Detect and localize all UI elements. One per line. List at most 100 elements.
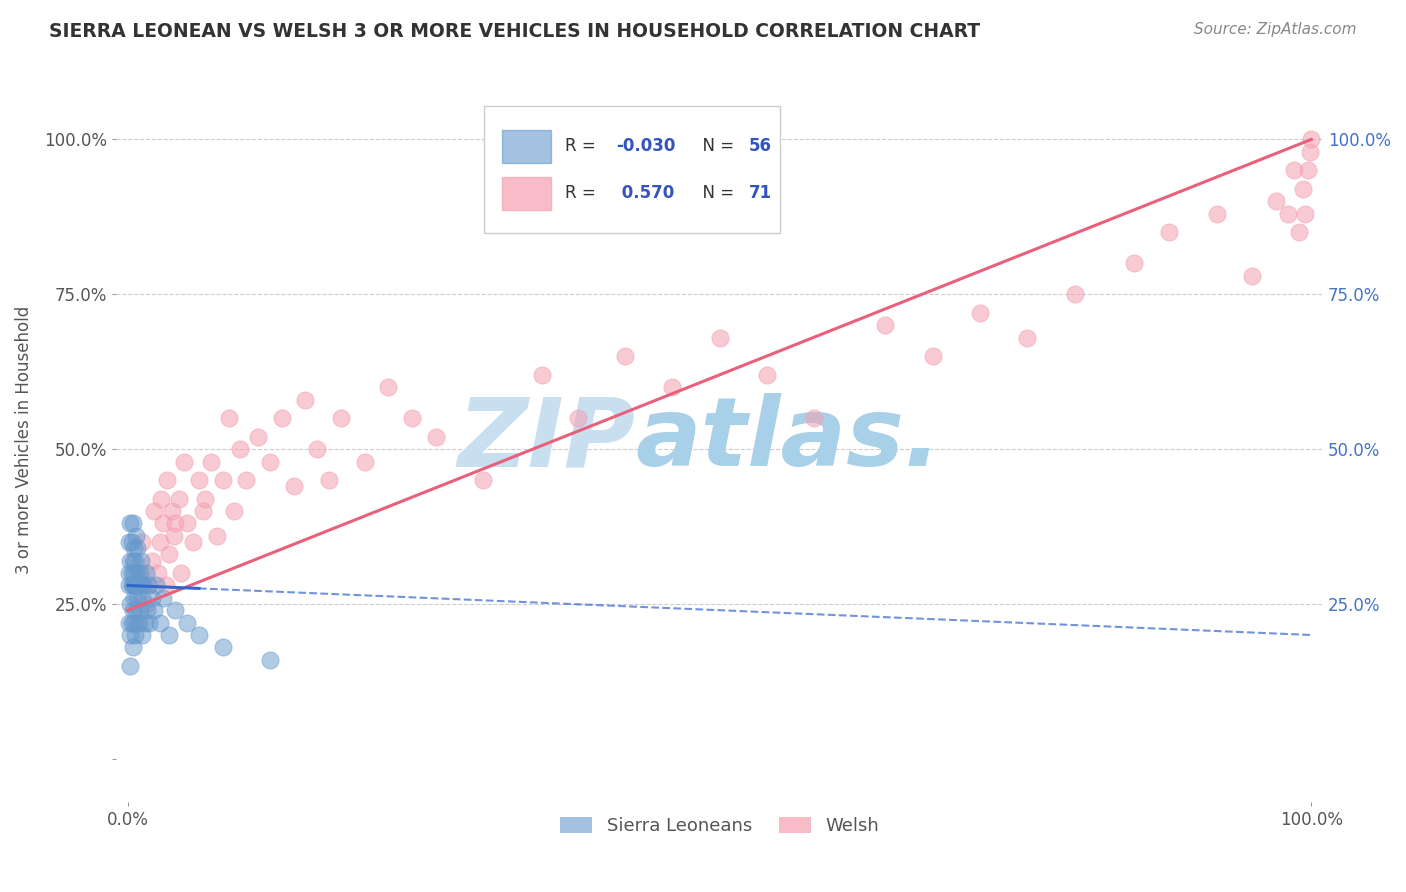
Point <box>270 411 292 425</box>
Point <box>125 603 148 617</box>
Point <box>122 615 145 630</box>
Point <box>194 491 217 506</box>
Point <box>1205 207 1227 221</box>
Point <box>1017 331 1039 345</box>
Point <box>160 504 183 518</box>
Point <box>330 411 353 425</box>
Point <box>661 380 683 394</box>
Point <box>152 591 174 605</box>
Point <box>128 603 150 617</box>
Point <box>165 603 187 617</box>
Point <box>127 541 149 556</box>
Text: 0.570: 0.570 <box>616 185 673 202</box>
Point <box>134 615 156 630</box>
Text: SIERRA LEONEAN VS WELSH 3 OR MORE VEHICLES IN HOUSEHOLD CORRELATION CHART: SIERRA LEONEAN VS WELSH 3 OR MORE VEHICL… <box>49 22 980 41</box>
Point <box>567 411 589 425</box>
Point <box>121 516 143 531</box>
Point <box>121 603 143 617</box>
Point <box>157 628 180 642</box>
Point <box>155 578 177 592</box>
Text: R =: R = <box>565 185 602 202</box>
Point <box>176 516 198 531</box>
Point <box>1301 132 1323 146</box>
Text: N =: N = <box>692 185 740 202</box>
Point <box>128 578 150 592</box>
Text: 71: 71 <box>748 185 772 202</box>
Point <box>132 578 155 592</box>
Point <box>149 615 172 630</box>
Point <box>1122 256 1144 270</box>
Point <box>152 516 174 531</box>
Point <box>1241 268 1264 283</box>
Point <box>1277 207 1299 221</box>
Point <box>143 603 166 617</box>
Point <box>200 454 222 468</box>
Point <box>138 578 160 592</box>
Point <box>1063 287 1085 301</box>
Point <box>307 442 329 457</box>
Text: -0.030: -0.030 <box>616 137 675 155</box>
Point <box>377 380 399 394</box>
Point <box>170 566 193 580</box>
Point <box>120 659 142 673</box>
Point <box>122 566 145 580</box>
Point <box>146 566 169 580</box>
Point <box>218 411 240 425</box>
Point <box>191 504 214 518</box>
Point <box>121 615 143 630</box>
Point <box>188 628 211 642</box>
Point <box>211 640 233 655</box>
Point <box>136 578 159 592</box>
Point <box>141 591 163 605</box>
Point <box>1159 225 1181 239</box>
Point <box>145 578 167 592</box>
Point <box>124 554 146 568</box>
Point <box>121 578 143 592</box>
Point <box>128 566 150 580</box>
Point <box>969 306 991 320</box>
Point <box>122 591 145 605</box>
Text: N =: N = <box>692 137 740 155</box>
Point <box>128 566 150 580</box>
Point <box>235 473 257 487</box>
Point <box>173 454 195 468</box>
Point <box>120 597 142 611</box>
Point <box>124 578 146 592</box>
Point <box>614 349 637 363</box>
Point <box>294 392 316 407</box>
Point <box>188 473 211 487</box>
Point <box>531 368 554 382</box>
Point <box>181 535 204 549</box>
Point <box>121 554 143 568</box>
Point <box>125 578 148 592</box>
Point <box>211 473 233 487</box>
Point <box>472 473 495 487</box>
Point <box>135 597 157 611</box>
Point <box>259 454 281 468</box>
Point <box>120 516 142 531</box>
Point <box>138 615 160 630</box>
Bar <box>502 130 551 162</box>
Point <box>124 628 146 642</box>
Point <box>122 541 145 556</box>
Point <box>127 566 149 580</box>
Text: atlas.: atlas. <box>636 393 941 486</box>
Point <box>120 554 142 568</box>
Text: Source: ZipAtlas.com: Source: ZipAtlas.com <box>1194 22 1357 37</box>
Point <box>129 554 152 568</box>
Point <box>1282 163 1305 178</box>
Point <box>247 430 270 444</box>
Point <box>921 349 943 363</box>
Point <box>401 411 423 425</box>
Point <box>121 640 143 655</box>
Point <box>135 566 157 580</box>
Point <box>1292 182 1315 196</box>
Point <box>118 578 141 592</box>
Point <box>143 504 166 518</box>
Point <box>1294 207 1316 221</box>
Point <box>755 368 778 382</box>
Point <box>709 331 731 345</box>
Point <box>127 615 149 630</box>
Point <box>318 473 340 487</box>
Point <box>205 529 228 543</box>
